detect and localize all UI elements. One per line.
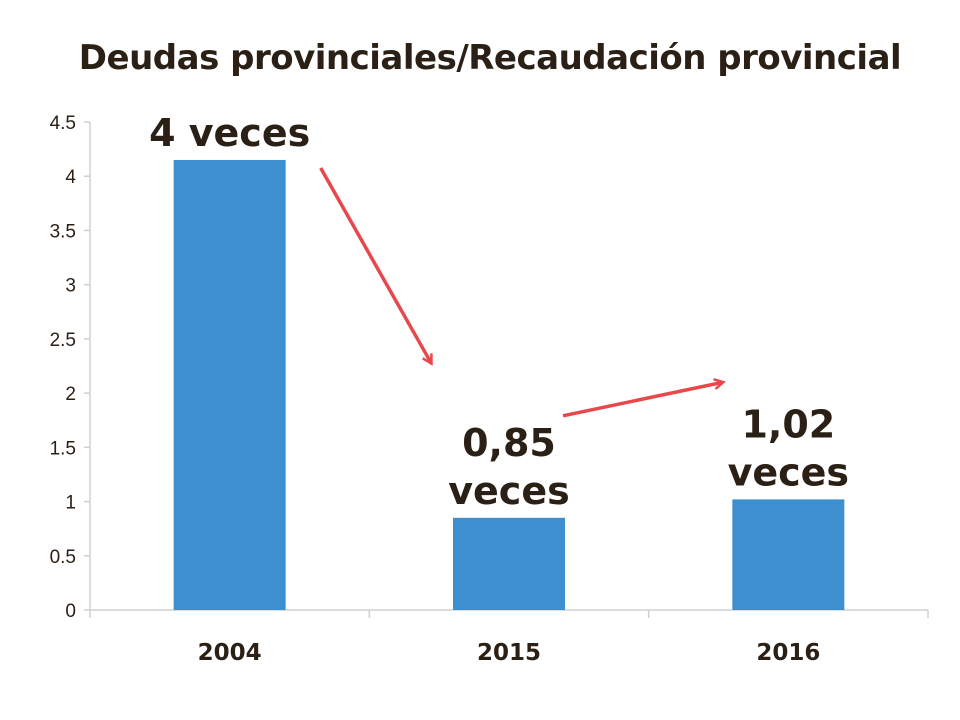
y-tick-label: 0.5: [50, 547, 76, 568]
y-tick-label: 1.5: [50, 438, 76, 459]
x-category-label: 2016: [756, 640, 820, 666]
bar-2016: [732, 499, 845, 610]
x-category-label: 2004: [198, 640, 262, 666]
data-label: 4 veces: [149, 111, 310, 155]
x-category-label: 2015: [477, 640, 541, 666]
data-label: veces: [448, 469, 569, 513]
trend-arrow-2004-2015: [319, 167, 431, 363]
data-label: veces: [728, 450, 849, 494]
y-tick-label: 2.5: [50, 330, 76, 351]
y-tick-label: 4: [65, 167, 76, 188]
data-label: 1,02: [741, 402, 835, 446]
chart-title: Deudas provinciales/Recaudación provinci…: [78, 38, 902, 78]
y-tick-label: 2: [65, 384, 76, 405]
bar-2004: [173, 159, 286, 610]
chart-arrows: [319, 167, 723, 418]
y-tick-label: 1: [65, 493, 76, 514]
y-tick-label: 4.5: [50, 113, 76, 134]
trend-arrow-2015-2016: [562, 382, 722, 418]
y-tick-label: 0: [65, 601, 76, 622]
chart-bars: [173, 159, 845, 610]
y-tick-label: 3: [65, 276, 76, 297]
data-label: 0,85: [462, 421, 556, 465]
y-tick-label: 3.5: [50, 221, 76, 242]
bar-2015: [453, 517, 565, 610]
